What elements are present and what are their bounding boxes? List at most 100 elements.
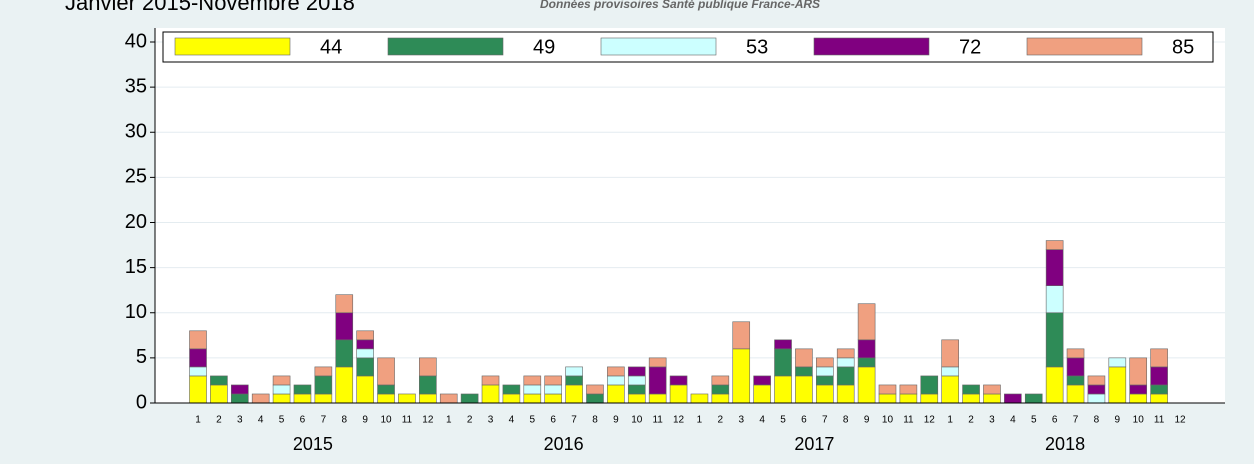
bar-segment — [586, 384, 604, 395]
x-tick-label: 3 — [738, 415, 744, 426]
x-tick-label: 11 — [402, 415, 413, 426]
bar-segment — [1045, 285, 1064, 314]
x-tick-label: 3 — [989, 415, 995, 426]
bar-segment — [669, 384, 688, 404]
group-label: 2015 — [293, 434, 333, 454]
bar-segment — [1066, 375, 1085, 386]
bar-segment — [816, 375, 834, 386]
x-tick-label: 3 — [237, 415, 243, 426]
x-tick-label: 9 — [864, 415, 870, 426]
bar-segment — [439, 393, 458, 404]
bar-segment — [523, 375, 542, 386]
bar-segment — [1045, 312, 1064, 368]
x-tick-label: 5 — [279, 415, 285, 426]
bar-segment — [836, 357, 855, 368]
bar-segment — [899, 384, 918, 395]
bar-segment — [210, 375, 228, 386]
x-tick-label: 7 — [571, 415, 577, 426]
x-tick-label: 8 — [843, 415, 849, 426]
bar-segment — [189, 330, 207, 350]
bar-segment — [523, 384, 542, 395]
bar-segment — [314, 393, 333, 404]
bar-segment — [398, 393, 416, 404]
bar-segment — [669, 375, 688, 386]
bar-segment — [251, 393, 270, 404]
bar-segment — [732, 321, 751, 350]
x-tick-label: 4 — [1010, 415, 1016, 426]
bar-segment — [795, 348, 813, 368]
bar-segment — [648, 357, 667, 368]
bar-segment — [1045, 366, 1064, 404]
bar-segment — [607, 366, 625, 377]
group-label: 2016 — [544, 434, 584, 454]
y-tick-label: 5 — [136, 346, 147, 368]
bar-segment — [189, 375, 207, 404]
bar-segment — [816, 366, 834, 377]
bar-segment — [314, 366, 333, 377]
bar-segment — [356, 330, 374, 341]
bar-segment — [460, 393, 479, 404]
bar-segment — [899, 393, 918, 404]
bar-segment — [335, 339, 354, 368]
legend-swatch — [813, 37, 930, 56]
x-tick-label: 7 — [822, 415, 828, 426]
bar-segment — [711, 384, 730, 395]
x-tick-label: 8 — [592, 415, 598, 426]
bar-segment — [774, 375, 792, 404]
bar-segment — [941, 375, 959, 404]
bar-segment — [565, 366, 583, 377]
bar-segment — [836, 384, 855, 404]
legend-items: 44 49 53 72 85 — [174, 36, 1194, 58]
bar-segment — [983, 393, 1001, 404]
y-tick-label: 35 — [125, 75, 147, 97]
bar-segment — [210, 384, 228, 404]
x-tick-label: 12 — [422, 415, 434, 426]
y-tick-label: 30 — [125, 121, 147, 143]
chart-title: Janvier 2015-Novembre 2018 — [65, 0, 355, 15]
bar-segment — [314, 375, 333, 395]
bar-segment — [627, 375, 646, 386]
bar-segment — [544, 375, 562, 386]
bar-segment — [356, 339, 374, 350]
bar-segment — [272, 384, 291, 395]
bar-segment — [335, 312, 354, 341]
bar-segment — [293, 384, 312, 395]
x-tick-label: 7 — [1073, 415, 1079, 426]
bar-segment — [565, 375, 583, 386]
x-tick-label: 3 — [488, 415, 494, 426]
bar-segment — [565, 384, 583, 404]
x-tick-label: 1 — [947, 415, 953, 426]
x-tick-label: 9 — [1115, 415, 1121, 426]
bar-segment — [816, 384, 834, 404]
bar-segment — [1129, 357, 1148, 386]
x-tick-label: 1 — [446, 415, 452, 426]
bar-segment — [377, 384, 395, 395]
bar-segment — [293, 393, 312, 404]
x-tick-label: 8 — [341, 415, 347, 426]
y-tick-label: 15 — [125, 256, 147, 278]
bar-segment — [690, 393, 709, 404]
bar-segment — [627, 393, 646, 404]
bar-segment — [816, 357, 834, 368]
bar-segment — [857, 339, 876, 359]
bar-segment — [627, 384, 646, 395]
group-label: 2017 — [794, 434, 834, 454]
x-tick-label: 6 — [801, 415, 807, 426]
bar-segment — [189, 348, 207, 368]
x-tick-label: 8 — [1094, 415, 1100, 426]
bar-segment — [1024, 393, 1043, 404]
bar-segment — [419, 357, 437, 377]
bar-segment — [1087, 375, 1106, 386]
bar-segment — [878, 384, 897, 395]
bar-segment — [1087, 384, 1106, 395]
bar-segment — [753, 384, 771, 404]
bar-segment — [774, 348, 792, 377]
y-tick-label: 10 — [125, 301, 147, 323]
x-tick-label: 2 — [968, 415, 974, 426]
bar-segment — [962, 393, 980, 404]
bar-segment — [502, 393, 521, 404]
plot-area — [155, 28, 1225, 403]
bar-segment — [857, 303, 876, 341]
bar-segment — [335, 294, 354, 314]
